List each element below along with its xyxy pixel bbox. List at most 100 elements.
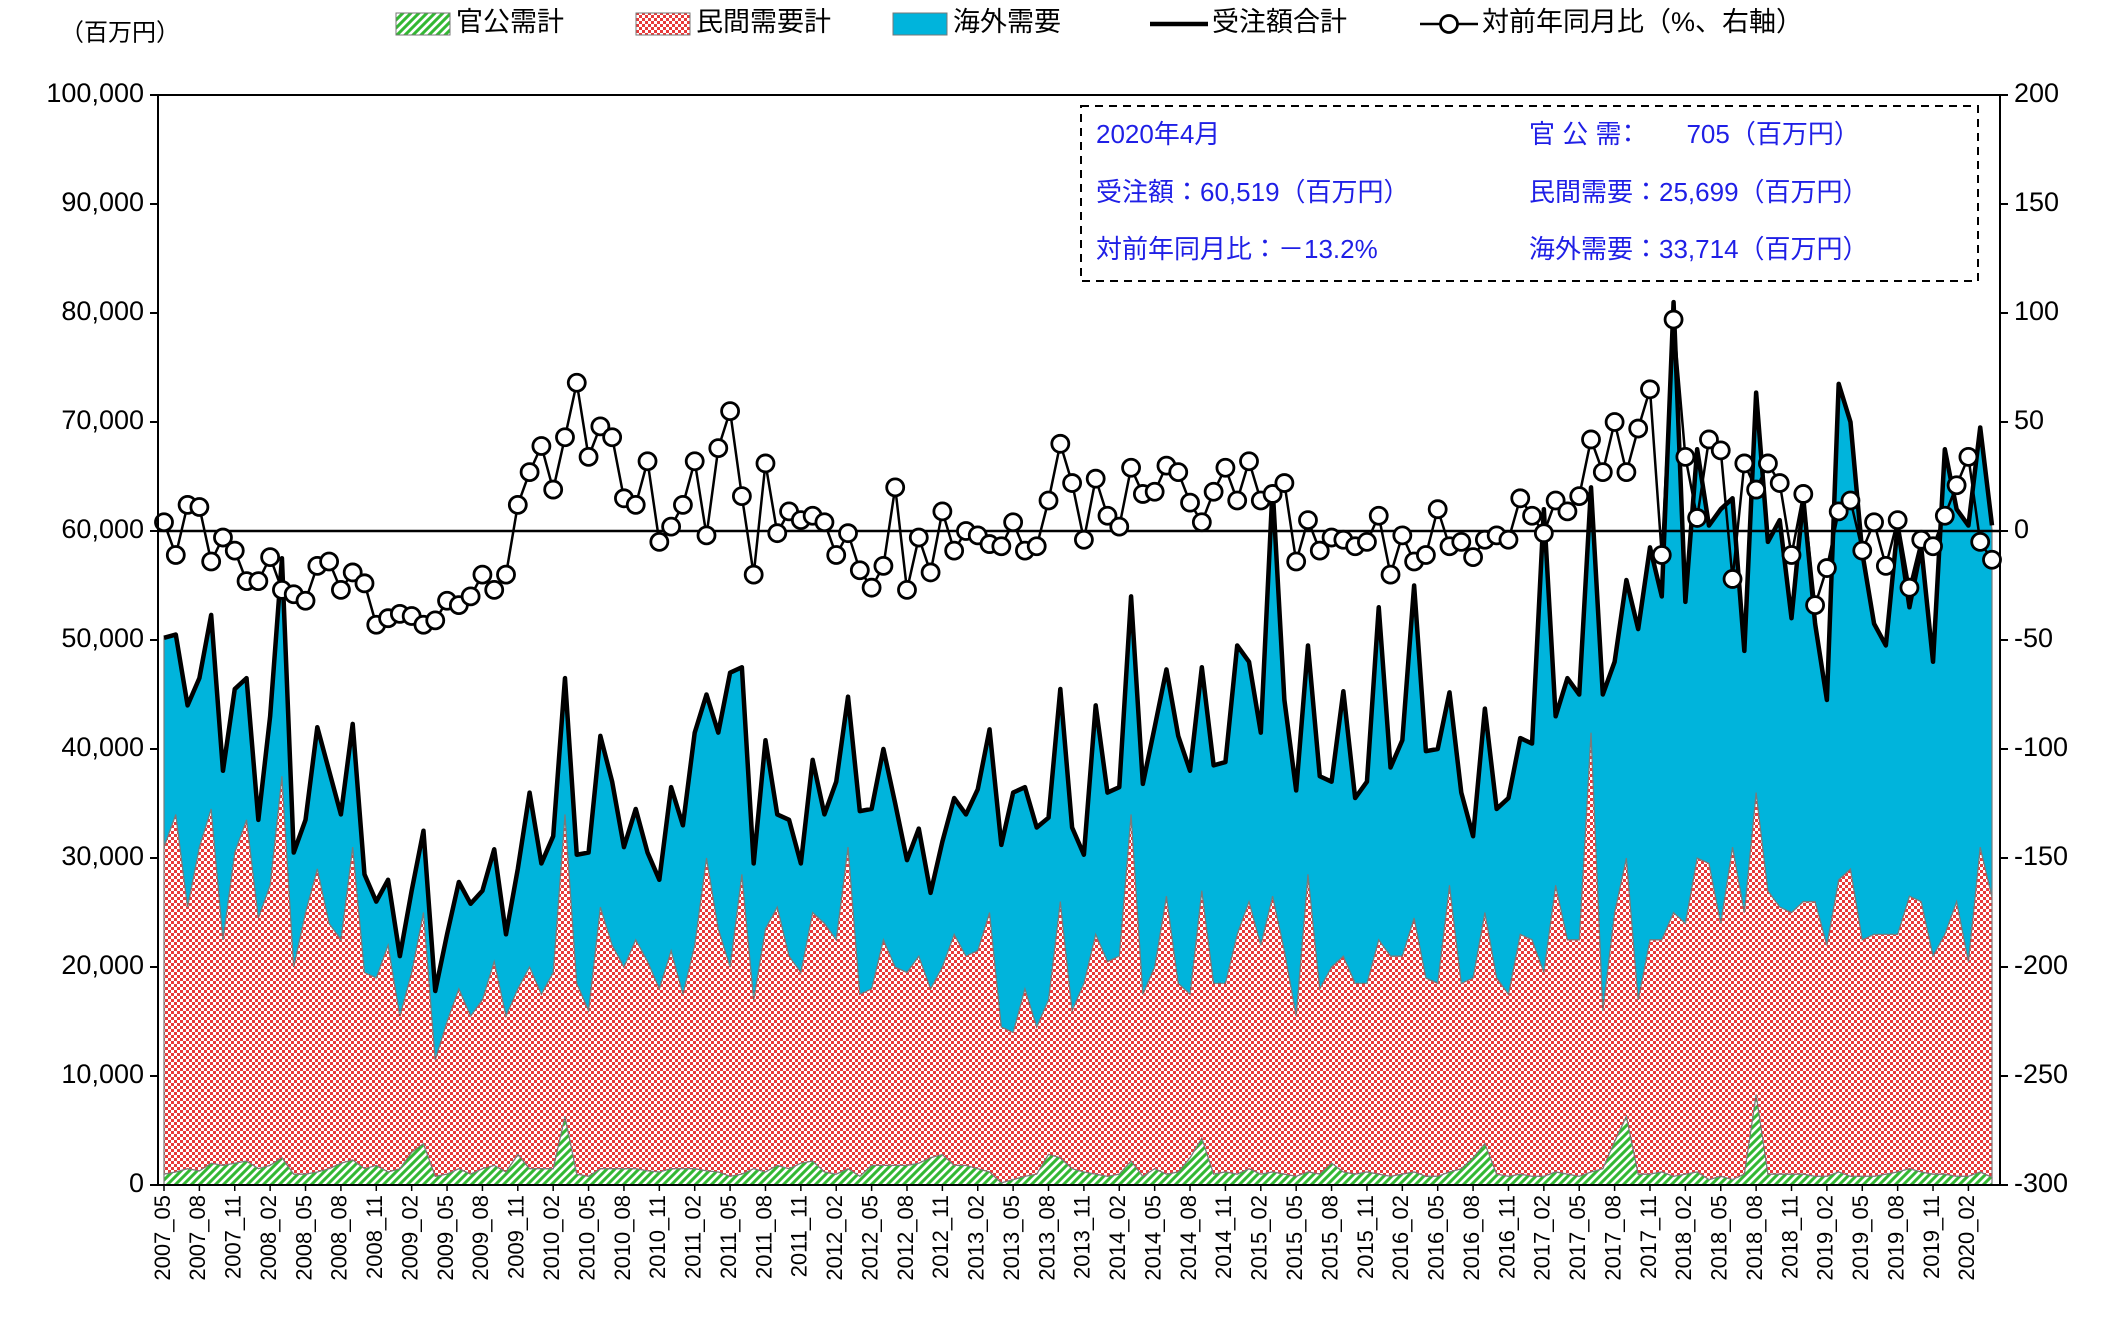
x-tick-label: 2016_11 bbox=[1494, 1195, 1519, 1279]
marker bbox=[1887, 510, 1908, 530]
x-tick-label: 2010_02 bbox=[539, 1195, 564, 1281]
marker bbox=[1557, 501, 1578, 522]
x-tick-label: 2018_02 bbox=[1671, 1195, 1696, 1281]
marker bbox=[1380, 564, 1401, 585]
annotation: 民間需要：25,699（百万円） bbox=[1529, 177, 1869, 207]
marker bbox=[1699, 429, 1719, 450]
marker bbox=[1781, 545, 1802, 565]
marker bbox=[260, 547, 281, 568]
x-tick-label: 2008_02 bbox=[256, 1195, 281, 1281]
x-tick-label: 2015_08 bbox=[1317, 1195, 1342, 1281]
marker bbox=[165, 545, 186, 565]
x-tick-label: 2013_08 bbox=[1034, 1195, 1059, 1281]
y-tick-label: 100,000 bbox=[46, 78, 144, 108]
x-tick-label: 2008_08 bbox=[327, 1195, 352, 1281]
marker bbox=[1533, 523, 1554, 544]
marker bbox=[637, 451, 658, 472]
x-tick-label: 2012_02 bbox=[822, 1195, 847, 1281]
y-axis-label: （百万円） bbox=[60, 19, 180, 46]
x-tick-label: 2016_02 bbox=[1388, 1195, 1413, 1281]
marker bbox=[1298, 510, 1318, 530]
marker bbox=[543, 479, 564, 500]
marker bbox=[1710, 440, 1731, 461]
marker bbox=[1604, 412, 1625, 432]
legend-label: 民間需要計 bbox=[696, 7, 831, 37]
y2-tick-label: -50 bbox=[2014, 623, 2053, 653]
marker bbox=[331, 579, 351, 600]
x-tick-label: 2008_05 bbox=[291, 1195, 316, 1281]
marker bbox=[342, 562, 363, 583]
x-tick-label: 2014_11 bbox=[1211, 1195, 1236, 1279]
marker bbox=[484, 579, 505, 600]
y2-tick-label: -100 bbox=[2014, 732, 2068, 762]
x-tick-label: 2020_02 bbox=[1954, 1195, 1979, 1281]
marker bbox=[1569, 486, 1590, 507]
marker bbox=[1144, 481, 1165, 502]
marker bbox=[649, 532, 670, 552]
y-tick-label: 40,000 bbox=[61, 732, 144, 762]
marker bbox=[1592, 462, 1613, 483]
x-tick-label: 2015_05 bbox=[1282, 1195, 1307, 1281]
marker bbox=[1062, 473, 1083, 493]
marker bbox=[1451, 532, 1472, 552]
y-tick-label: 0 bbox=[129, 1168, 144, 1198]
x-tick-label: 2007_11 bbox=[221, 1195, 246, 1279]
marker bbox=[1309, 540, 1330, 561]
x-tick-label: 2014_08 bbox=[1176, 1195, 1201, 1281]
y2-tick-label: 100 bbox=[2014, 296, 2059, 326]
x-tick-label: 2012_11 bbox=[928, 1195, 953, 1279]
marker bbox=[1416, 545, 1436, 565]
annotation: 海外需要：33,714（百万円） bbox=[1529, 234, 1869, 264]
legend-label: 受注額合計 bbox=[1212, 7, 1347, 37]
marker bbox=[673, 494, 693, 515]
marker bbox=[472, 564, 493, 585]
marker bbox=[1227, 490, 1248, 511]
y2-tick-label: 0 bbox=[2014, 514, 2029, 544]
marker bbox=[1946, 475, 1967, 496]
x-tick-label: 2017_11 bbox=[1636, 1195, 1661, 1279]
x-tick-label: 2015_02 bbox=[1247, 1195, 1272, 1281]
info-box bbox=[1080, 105, 1979, 282]
x-tick-label: 2014_05 bbox=[1140, 1195, 1165, 1281]
marker bbox=[319, 551, 340, 572]
marker bbox=[1628, 418, 1649, 439]
marker bbox=[1616, 462, 1637, 483]
marker bbox=[224, 540, 245, 561]
x-tick-label: 2012_08 bbox=[893, 1195, 918, 1281]
marker bbox=[1746, 479, 1767, 500]
marker bbox=[1427, 499, 1448, 520]
marker bbox=[684, 451, 705, 472]
marker bbox=[1852, 540, 1873, 561]
legend-swatch bbox=[635, 12, 691, 36]
marker bbox=[425, 610, 446, 631]
marker bbox=[1899, 577, 1920, 598]
annotation: 官 公 需： 705（百万円） bbox=[1529, 119, 1860, 149]
marker bbox=[1286, 551, 1307, 572]
marker bbox=[1958, 446, 1979, 467]
x-tick-label: 2017_02 bbox=[1530, 1195, 1555, 1281]
marker bbox=[189, 497, 210, 517]
marker bbox=[1038, 490, 1059, 511]
marker bbox=[248, 571, 269, 592]
marker bbox=[767, 523, 788, 544]
marker bbox=[1970, 532, 1991, 552]
marker bbox=[1191, 512, 1212, 533]
marker bbox=[908, 527, 929, 548]
y2-tick-label: -150 bbox=[2014, 841, 2068, 871]
marker bbox=[213, 527, 233, 548]
marker bbox=[1109, 516, 1130, 537]
x-tick-label: 2016_08 bbox=[1459, 1195, 1484, 1281]
marker bbox=[1734, 453, 1755, 474]
x-tick-label: 2008_11 bbox=[362, 1195, 387, 1279]
x-tick-label: 2011_08 bbox=[751, 1195, 776, 1279]
x-tick-label: 2007_05 bbox=[150, 1195, 175, 1281]
y2-tick-label: -250 bbox=[2014, 1059, 2068, 1089]
x-tick-label: 2019_11 bbox=[1919, 1195, 1944, 1279]
legend-swatch bbox=[1439, 14, 1459, 34]
x-tick-label: 2019_08 bbox=[1883, 1195, 1908, 1281]
marker bbox=[1828, 501, 1849, 522]
x-tick-label: 2014_02 bbox=[1105, 1195, 1130, 1281]
marker bbox=[1769, 473, 1790, 493]
marker bbox=[1640, 379, 1660, 400]
